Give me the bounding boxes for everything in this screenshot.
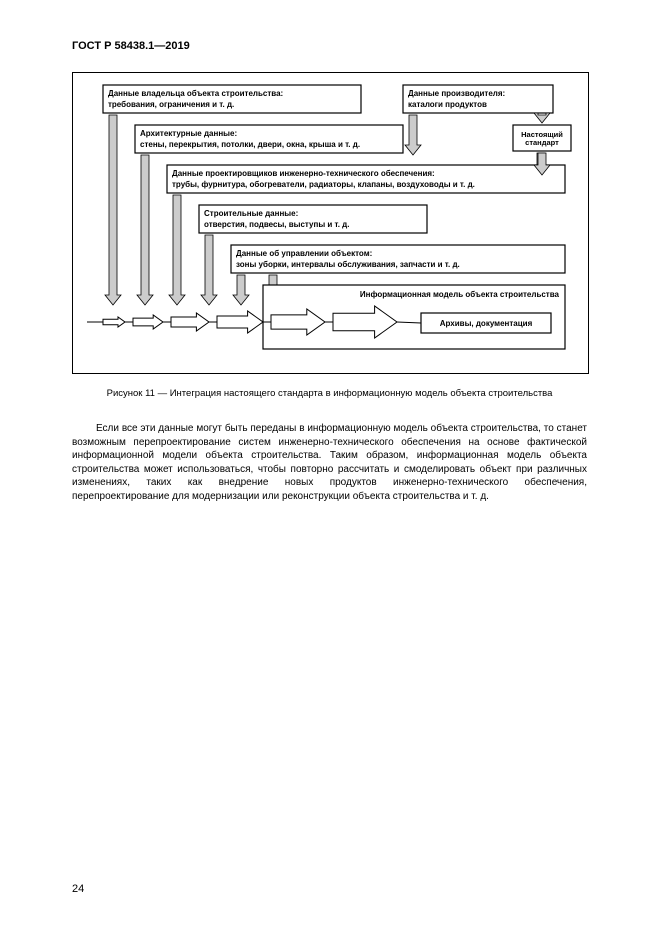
figure-caption: Рисунок 11 — Интеграция настоящего станд… [72,388,587,399]
svg-text:каталоги продуктов: каталоги продуктов [408,100,487,109]
svg-text:отверстия, подвесы, выступы и: отверстия, подвесы, выступы и т. д. [204,220,349,229]
svg-text:Данные об управлении объектом:: Данные об управлении объектом: [236,249,372,258]
svg-text:Информационная модель объекта: Информационная модель объекта строительс… [360,290,560,299]
svg-text:Данные производителя:: Данные производителя: [408,89,505,98]
svg-text:требования, ограничения и т. д: требования, ограничения и т. д. [108,100,234,109]
body-paragraph: Если все эти данные могут быть переданы … [72,412,587,513]
svg-text:стандарт: стандарт [525,138,559,147]
svg-text:Архивы, документация: Архивы, документация [440,319,533,328]
svg-text:Данные владельца объекта строи: Данные владельца объекта строительства: [108,89,283,98]
figure-11-diagram: Данные владельца объекта строительства: т… [72,72,589,374]
svg-text:Архитектурные данные:: Архитектурные данные: [140,129,237,138]
paragraph-text: Если все эти данные могут быть переданы … [72,422,587,503]
page-number: 24 [72,883,84,895]
svg-text:трубы, фурнитура, обогреватели: трубы, фурнитура, обогреватели, радиатор… [172,180,475,189]
svg-text:стены, перекрытия, потолки, дв: стены, перекрытия, потолки, двери, окна,… [140,140,360,149]
document-header: ГОСТ Р 58438.1—2019 [72,40,190,52]
svg-text:зоны уборки, интервалы обслужи: зоны уборки, интервалы обслуживания, зап… [236,260,460,269]
svg-text:Строительные данные:: Строительные данные: [204,209,298,218]
svg-text:Данные проектировщиков инженер: Данные проектировщиков инженерно-техниче… [172,169,435,178]
